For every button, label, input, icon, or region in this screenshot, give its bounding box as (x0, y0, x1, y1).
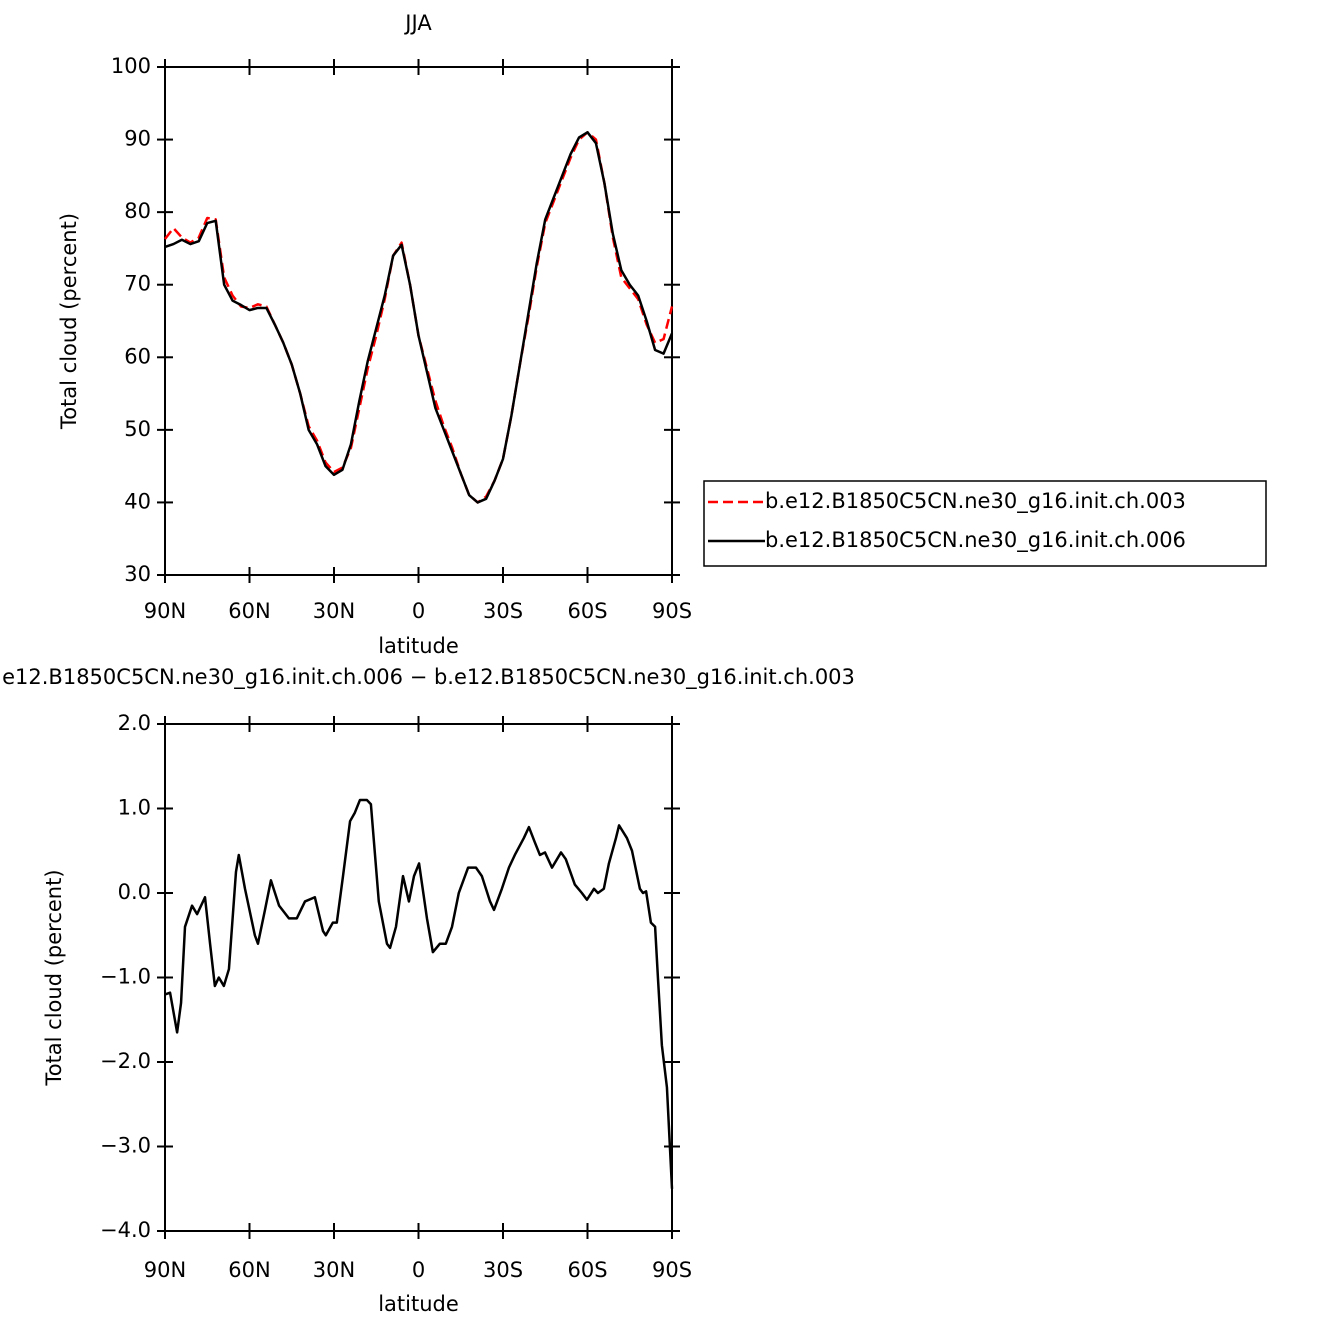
x-axis-label: latitude (378, 634, 459, 658)
chart-title: JJA (403, 11, 432, 35)
x-tick-label: 90N (144, 1258, 186, 1282)
y-tick-label: 70 (124, 272, 151, 296)
x-tick-label: 30S (483, 1258, 523, 1282)
plot-frame (164, 66, 673, 576)
data-line (164, 798, 674, 1189)
chart-title: b.e12.B1850C5CN.ne30_g16.init.ch.006 − b… (0, 665, 855, 690)
x-tick-label: 60S (567, 599, 607, 623)
y-axis-label: Total cloud (percent) (42, 869, 66, 1086)
x-tick-label: 60N (228, 599, 270, 623)
y-tick-label: 30 (124, 562, 151, 586)
y-tick-label: 50 (124, 417, 151, 441)
y-tick-label: 80 (124, 199, 151, 223)
x-tick-label: 60N (228, 1258, 270, 1282)
y-tick-label: 2.0 (118, 711, 151, 735)
legend-label: b.e12.B1850C5CN.ne30_g16.init.ch.006 (765, 528, 1186, 553)
legend: b.e12.B1850C5CN.ne30_g16.init.ch.003 b.e1… (703, 480, 1267, 567)
x-tick-label: 90N (144, 599, 186, 623)
x-tick-label: 30S (483, 599, 523, 623)
x-tick-label: 0 (412, 599, 425, 623)
y-tick-label: −4.0 (100, 1218, 151, 1242)
y-tick-label: −3.0 (100, 1134, 151, 1158)
data-line (164, 131, 674, 504)
y-tick-label: 100 (111, 54, 151, 78)
plot-frame (164, 723, 673, 1232)
y-tick-label: 0.0 (118, 880, 151, 904)
y-axis-label: Total cloud (percent) (57, 213, 81, 430)
x-tick-label: 30N (313, 1258, 355, 1282)
x-tick-label: 30N (313, 599, 355, 623)
y-tick-label: −2.0 (100, 1049, 151, 1073)
x-tick-label: 90S (652, 1258, 692, 1282)
legend-box (703, 480, 1267, 567)
legend-label: b.e12.B1850C5CN.ne30_g16.init.ch.003 (765, 489, 1186, 514)
y-tick-label: 90 (124, 127, 151, 151)
x-tick-label: 90S (652, 599, 692, 623)
y-tick-label: −1.0 (100, 965, 151, 989)
x-tick-label: 0 (412, 1258, 425, 1282)
data-line (164, 131, 674, 504)
y-tick-label: 60 (124, 344, 151, 368)
y-tick-label: 1.0 (118, 796, 151, 820)
x-axis-label: latitude (378, 1292, 459, 1316)
x-tick-label: 60S (567, 1258, 607, 1282)
y-tick-label: 40 (124, 489, 151, 513)
